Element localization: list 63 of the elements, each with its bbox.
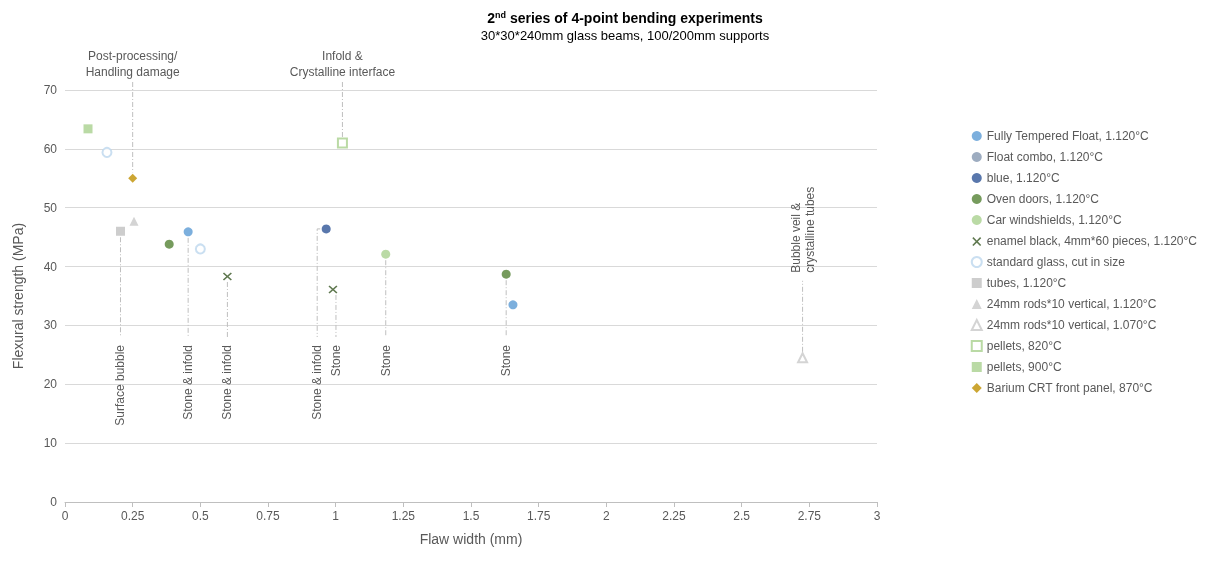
x-tick-label: 0.5: [191, 509, 209, 523]
legend-label: pellets, 900°C: [986, 360, 1062, 374]
x-tick-label: 0.75: [256, 509, 280, 523]
x-tick-label: 2.75: [797, 509, 822, 523]
point: [336, 137, 348, 149]
annotation: Bubble veil & crystalline tubes: [788, 186, 817, 273]
point: [381, 249, 391, 259]
chart-subtitle: 30*30*240mm glass beams, 100/200mm supports: [480, 28, 770, 43]
annotation: Post-processing/ Handling damage: [85, 49, 181, 79]
point: [129, 216, 139, 226]
legend-label: Float combo, 1.120°C: [986, 150, 1104, 164]
legend-label: pellets, 820°C: [986, 339, 1062, 353]
y-tick-label: 10: [43, 436, 58, 451]
legend-label: 24mm rods*10 vertical, 1.120°C: [986, 297, 1157, 311]
x-tick-label: 1.5: [462, 509, 480, 523]
point: [128, 173, 138, 183]
legend-label: Car windshields, 1.120°C: [986, 213, 1122, 227]
point: [797, 352, 809, 364]
legend-label: 24mm rods*10 vertical, 1.070°C: [986, 318, 1157, 332]
legend-label: tubes, 1.120°C: [986, 276, 1067, 290]
annotation: Stone & infold: [220, 345, 235, 420]
point: [222, 271, 232, 281]
point: [101, 146, 113, 158]
x-tick-label: 2.5: [733, 509, 751, 523]
x-tick-label: 0: [61, 509, 69, 523]
y-tick-label: 60: [43, 141, 58, 156]
x-tick-label: 1.25: [391, 509, 416, 523]
annotation: Surface bubble: [113, 344, 128, 426]
point: [321, 224, 331, 234]
annotation: Stone & infold: [310, 345, 325, 420]
point: [508, 300, 518, 310]
annotation: Infold & Crystalline interface: [289, 49, 396, 79]
point: [115, 226, 125, 236]
annotation: Stone: [499, 344, 514, 377]
y-axis-title: Flexural strength (MPa): [10, 222, 26, 370]
point: [328, 284, 338, 294]
x-tick-label: 2: [602, 509, 610, 523]
x-tick-label: 0.25: [120, 509, 145, 523]
legend-label: standard glass, cut in size: [986, 255, 1126, 269]
point: [83, 124, 93, 134]
annotation: Stone & infold: [181, 345, 196, 420]
y-tick-label: 30: [43, 318, 58, 333]
x-axis-title: Flaw width (mm): [419, 531, 523, 547]
y-tick-label: 20: [43, 377, 58, 392]
legend-label: Barium CRT front panel, 870°C: [986, 381, 1153, 395]
x-tick-label: 1.75: [526, 509, 551, 523]
x-tick-label: 3: [873, 509, 881, 523]
point: [164, 239, 174, 249]
x-tick-label: 2.25: [662, 509, 686, 523]
legend-label: enamel black, 4mm*60 pieces, 1.120°C: [986, 234, 1198, 248]
y-tick-label: 50: [43, 200, 58, 215]
point: [194, 243, 206, 255]
point: [183, 227, 193, 237]
x-tick-label: 1: [332, 509, 340, 523]
point: [501, 269, 511, 279]
legend-label: Fully Tempered Float, 1.120°C: [986, 129, 1150, 143]
y-tick-label: 70: [43, 83, 58, 97]
legend-label: blue, 1.120°C: [986, 171, 1060, 185]
legend-label: Oven doors, 1.120°C: [986, 192, 1100, 206]
annotation: Stone: [328, 344, 343, 377]
annotation: Stone: [378, 344, 393, 377]
y-tick-label: 0: [50, 495, 58, 509]
y-tick-label: 40: [43, 259, 58, 274]
